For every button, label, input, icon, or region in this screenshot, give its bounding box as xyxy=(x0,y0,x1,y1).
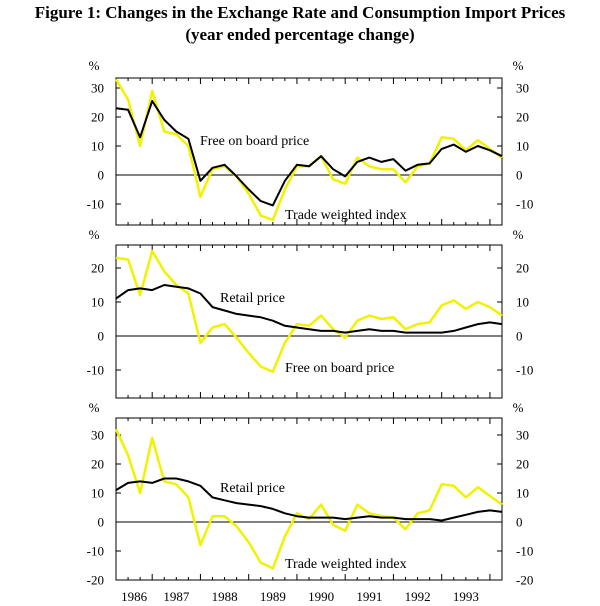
panel-1-ytick-label-left: 10 xyxy=(91,139,104,154)
panel-3-series-retail-price xyxy=(115,477,503,522)
x-axis-year-label: 1986 xyxy=(121,589,148,604)
panel-3-ytick-label-left: 20 xyxy=(91,457,104,472)
panel-3-ytick-label-left: -10 xyxy=(87,544,104,559)
panel-3-ytick-label-right: -10 xyxy=(516,544,533,559)
panel-1-ytick-label-right: 0 xyxy=(516,168,523,183)
panel-3-frame xyxy=(115,417,503,581)
panel-3-ytick-label-left: 0 xyxy=(98,515,105,530)
panel-1-unit-right: % xyxy=(513,58,524,73)
panel-3-ytick-label-left: 10 xyxy=(91,486,104,501)
panel-1-series-trade-weighted-index xyxy=(114,78,503,222)
panel-3-ytick-label-right: 20 xyxy=(516,457,529,472)
panel-2-ytick-label-right: 0 xyxy=(516,329,523,344)
panel-1-annotation-1: Free on board price xyxy=(200,134,309,149)
x-axis-year-label: 1987 xyxy=(163,589,190,604)
panel-1-annotation-2: Trade weighted index xyxy=(285,208,407,223)
x-axis-year-label: 1993 xyxy=(453,589,479,604)
figure-subtitle: (year ended percentage change) xyxy=(185,25,415,44)
panel-2-unit-right: % xyxy=(513,227,524,242)
panel-2-ytick-label-left: 20 xyxy=(91,261,104,276)
panel-3-series-trade-weighted-index xyxy=(114,428,503,570)
panel-3-ytick-label-left: -20 xyxy=(87,573,104,588)
figure-titles: Figure 1: Changes in the Exchange Rate a… xyxy=(0,0,600,46)
panel-3-ytick-label-right: 30 xyxy=(516,428,529,443)
panel-3-ytick-label-right: 0 xyxy=(516,515,523,530)
panel-1-ytick-label-right: 10 xyxy=(516,139,529,154)
panel-3-annotation-2: Trade weighted index xyxy=(285,557,407,572)
panel-3-unit-left: % xyxy=(89,400,100,415)
panel-1-ytick-label-left: 20 xyxy=(91,110,104,125)
panel-2-ytick-label-right: 10 xyxy=(516,295,529,310)
panel-1-ytick-label-right: -10 xyxy=(516,197,533,212)
panel-1-ytick-label-left: 0 xyxy=(98,168,105,183)
x-axis-year-label: 1990 xyxy=(308,589,334,604)
x-axis-year-label: 1988 xyxy=(212,589,238,604)
x-axis-year-label: 1989 xyxy=(260,589,286,604)
panel-3-ytick-label-right: -20 xyxy=(516,573,533,588)
panel-2-ytick-label-right: 20 xyxy=(516,261,529,276)
panel-1-ytick-label-left: 30 xyxy=(91,81,104,96)
panel-1-series-free-on-board-price xyxy=(115,100,503,207)
panel-1-frame xyxy=(115,77,503,226)
figure-title: Figure 1: Changes in the Exchange Rate a… xyxy=(34,3,566,22)
panel-1-ytick-label-left: -10 xyxy=(87,197,104,212)
panel-2-annotation-1: Retail price xyxy=(220,291,285,306)
panel-2-series-retail-price xyxy=(115,284,503,334)
panel-2-ytick-label-left: 10 xyxy=(91,295,104,310)
panel-2-series-free-on-board-price xyxy=(115,249,503,373)
panel-2-unit-left: % xyxy=(89,227,100,242)
panel-1-ytick-label-right: 20 xyxy=(516,110,529,125)
panel-3-ytick-label-right: 10 xyxy=(516,486,529,501)
panel-1-unit-left: % xyxy=(89,58,100,73)
panel-3-annotation-1: Retail price xyxy=(220,481,285,496)
x-axis-year-label: 1991 xyxy=(356,589,382,604)
panel-2-ytick-label-left: -10 xyxy=(87,363,104,378)
panel-1-ytick-label-right: 30 xyxy=(516,81,529,96)
x-axis-year-label: 1992 xyxy=(405,589,431,604)
panel-2-annotation-2: Free on board price xyxy=(285,361,394,376)
panel-3-ytick-label-left: 30 xyxy=(91,428,104,443)
panel-2-ytick-label-right: -10 xyxy=(516,363,533,378)
panel-3-unit-right: % xyxy=(513,400,524,415)
panel-2-ytick-label-left: 0 xyxy=(98,329,105,344)
